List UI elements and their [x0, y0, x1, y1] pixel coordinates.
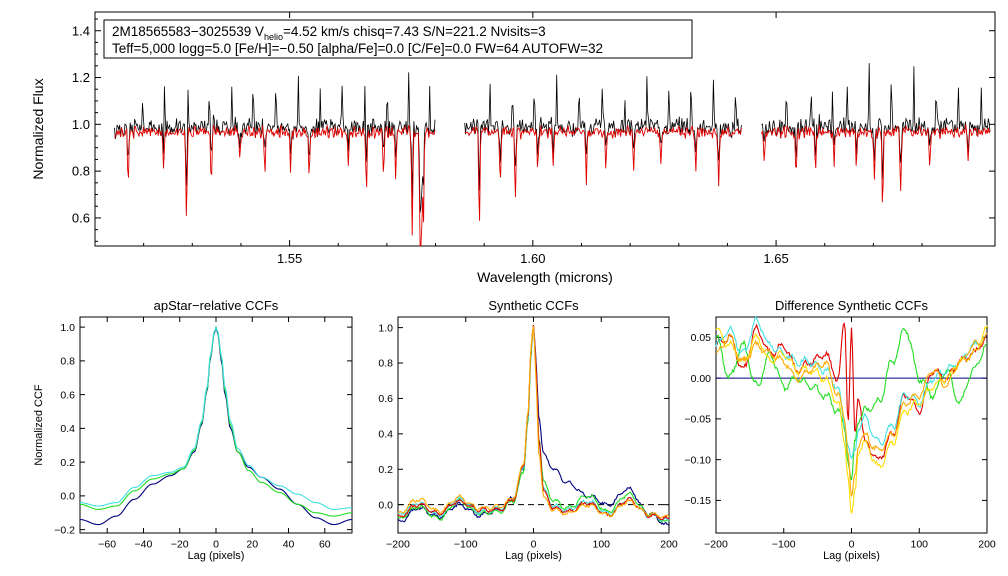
difference-ccf-series-green	[715, 327, 988, 481]
apstar-ccf-ytick-label: 0.8	[60, 356, 75, 368]
spectrum-model-chip-2	[464, 125, 742, 221]
apstar-ccf-ytick-label: 0.4	[60, 423, 75, 435]
difference-ccf-series-cyan	[715, 315, 988, 460]
spectrum-ylabel: Normalized Flux	[30, 78, 46, 179]
difference-ccf-axes: −200 −100 0 100 200 −0.15 −0.10 −0.05 0.00 0.05	[684, 316, 996, 551]
difference-ccf-ytick-label: 0.00	[691, 373, 712, 385]
synthetic-ccf-ytick-label: 0.0	[378, 499, 393, 511]
difference-ccf-ytick-label: −0.10	[684, 454, 711, 466]
spectrum-ytick-label: 1.0	[72, 117, 90, 132]
spectrum-ytick-label: 1.2	[72, 70, 90, 85]
apstar-ccf-ytick-label: 1.0	[60, 322, 75, 334]
difference-ccf-xtick-label: 0	[849, 539, 855, 551]
difference-ccf-xtick-label: −200	[704, 539, 728, 551]
synthetic-ccf-xtick-label: −100	[454, 539, 478, 551]
spectrum-info-line1: 2M18565583−3025539 Vhelio=4.52 km/s chis…	[112, 24, 546, 42]
apstar-ccf-xtick-label: −60	[98, 539, 116, 551]
synthetic-ccf-series-green	[397, 325, 670, 523]
difference-ccf-xtick-label: −100	[772, 539, 796, 551]
spectrum-info-sub: helio	[264, 32, 283, 42]
apstar-ccf-xlabel: Lag (pixels)	[188, 550, 245, 562]
difference-ccf-xtick-label: 100	[910, 539, 928, 551]
spectrum-axes: 1.55 1.60 1.65 0.6 0.8 1.0 1.2 1.4	[72, 11, 996, 266]
spectrum-info-box	[103, 19, 693, 59]
synthetic-ccf-xtick-label: 0	[531, 539, 537, 551]
difference-ccf-ytick-label: −0.15	[684, 495, 711, 507]
spectrum-ytick-label: 0.6	[72, 210, 90, 225]
spectrum-info-rest: =4.52 km/s chisq=7.43 S/N=221.2 Nvisits=…	[283, 24, 546, 39]
difference-ccf-ytick-label: −0.05	[684, 414, 711, 426]
synthetic-ccf-ytick-label: 0.4	[378, 429, 393, 441]
difference-ccf-ytick-label: 0.05	[691, 332, 712, 344]
apstar-ccf-axes: −60 −40 −20 0 20 40 60 −0.2 0.0 0.2 0.4 0.6 0.8 1.0	[54, 316, 353, 551]
apstar-ccf-series-green	[79, 325, 352, 517]
synthetic-ccf-xtick-label: 100	[592, 539, 610, 551]
spectrum-model-chip-3	[761, 124, 991, 203]
difference-ccf-series-orange	[715, 332, 988, 497]
apstar-ccf-xtick-label: −20	[171, 539, 189, 551]
synthetic-ccf-series-navy	[397, 326, 670, 526]
difference-ccf-frame	[715, 316, 988, 534]
spectrum-xtick-label: 1.55	[277, 251, 302, 266]
synthetic-ccf-axes: −200 −100 0 100 200 0.0 0.2 0.4 0.6 0.8 1.0	[378, 316, 678, 551]
difference-ccf-xtick-label: 200	[978, 539, 996, 551]
spectrum-ytick-label: 0.8	[72, 164, 90, 179]
synthetic-ccf-series-cyan	[397, 325, 670, 522]
apstar-ccf-ytick-label: −0.2	[54, 524, 75, 536]
synthetic-ccf-title: Synthetic CCFs	[488, 298, 579, 313]
spectrum-model-chip-1	[114, 124, 436, 247]
synthetic-ccf-ytick-label: 1.0	[378, 322, 393, 334]
synthetic-ccf-series-orange	[397, 326, 670, 519]
difference-ccf-series-yellow	[715, 325, 988, 514]
synthetic-ccf-ytick-label: 0.8	[378, 358, 393, 370]
synthetic-ccf-ytick-label: 0.2	[378, 464, 393, 476]
spectrum-frame	[94, 11, 996, 247]
synthetic-ccf-xtick-label: 200	[660, 539, 678, 551]
synthetic-ccf-xtick-label: −200	[386, 539, 410, 551]
synthetic-ccf-frame	[397, 316, 670, 534]
apstar-ccf-title: apStar−relative CCFs	[154, 298, 279, 313]
difference-ccf-xlabel: Lag (pixels)	[823, 550, 880, 562]
synthetic-ccf-series-red	[397, 324, 670, 521]
synthetic-ccf-ytick-label: 0.6	[378, 393, 393, 405]
apstar-ccf-xtick-label: 40	[283, 539, 295, 551]
spectrum-ytick-label: 1.4	[72, 23, 90, 38]
apstar-ccf-ytick-label: 0.2	[60, 457, 75, 469]
spectrum-xlabel: Wavelength (microns)	[477, 269, 613, 285]
synthetic-ccf-xlabel: Lag (pixels)	[505, 550, 562, 562]
spectrum-info-id: 2M18565583−3025539 V	[112, 24, 264, 39]
apstar-ccf-xtick-label: 20	[246, 539, 258, 551]
apstar-ccf-series-navy	[80, 326, 352, 526]
apstar-ccf-ytick-label: 0.0	[60, 491, 75, 503]
difference-ccf-title: Difference Synthetic CCFs	[775, 298, 928, 313]
apstar-ccf-series-cyan	[79, 325, 352, 510]
spectrum-xtick-label: 1.65	[763, 251, 788, 266]
apstar-ccf-ylabel: Normalized CCF	[33, 384, 45, 466]
apstar-ccf-xtick-label: 0	[213, 539, 219, 551]
apstar-ccf-xtick-label: −40	[135, 539, 153, 551]
spectrum-observed-chip-1	[114, 72, 436, 213]
spectrum-xtick-label: 1.60	[520, 251, 545, 266]
apstar-ccf-ytick-label: 0.6	[60, 389, 75, 401]
spectrum-info-line2: Teff=5,000 logg=5.0 [Fe/H]=−0.50 [alpha/…	[112, 41, 603, 56]
apstar-ccf-xtick-label: 60	[319, 539, 331, 551]
